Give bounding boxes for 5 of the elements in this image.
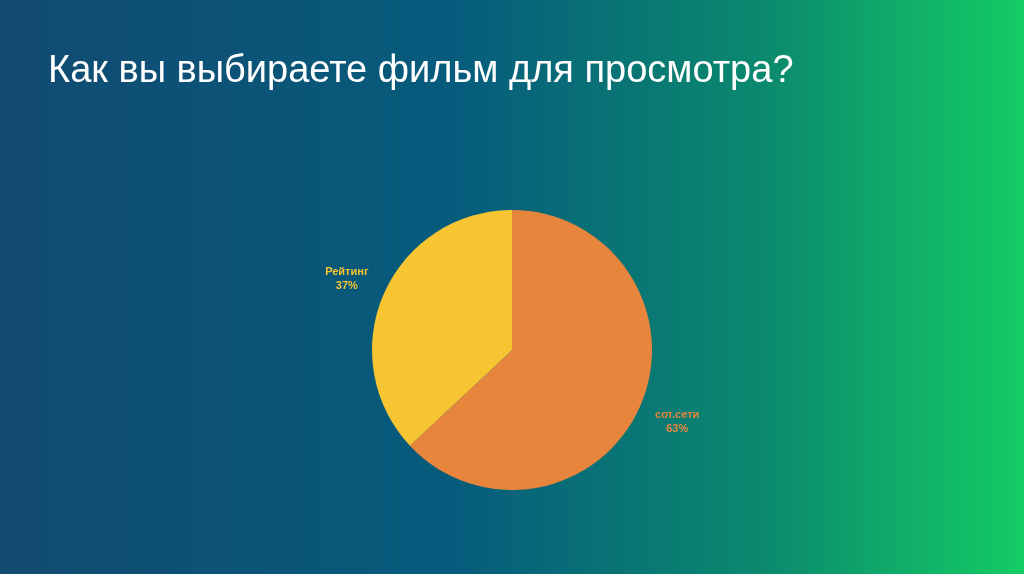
chart-title: Как вы выбираете фильм для просмотра? [48,48,794,91]
data-label: 37% [335,278,359,291]
slice-label: сот.сети [655,407,700,420]
data-label: 63% [666,421,689,434]
slice-label: Рейтинг [325,264,369,277]
